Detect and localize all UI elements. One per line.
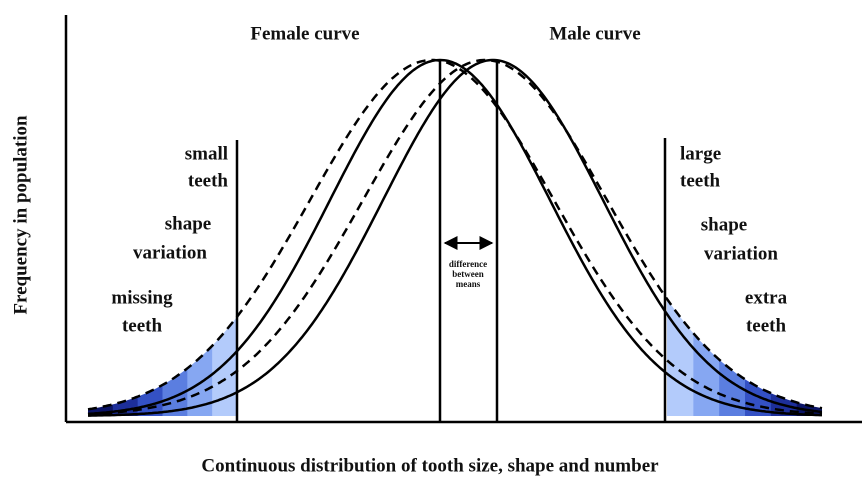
x-axis-label: Continuous distribution of tooth size, s… xyxy=(201,455,659,476)
difference-label: between xyxy=(452,269,484,279)
right-label: shape xyxy=(701,214,747,235)
solid-curve xyxy=(87,58,822,417)
right-tail-band xyxy=(796,250,822,416)
difference-label: difference xyxy=(449,259,487,269)
left-label: small xyxy=(185,143,228,164)
left-label: variation xyxy=(133,242,207,263)
right-label: teeth xyxy=(746,315,787,336)
left-label: shape xyxy=(165,213,211,234)
curves xyxy=(87,58,823,417)
y-axis-label: Frequency in population xyxy=(10,115,31,315)
right-tail-band xyxy=(667,250,694,416)
male-title: Male curve xyxy=(549,23,640,44)
solid-curve xyxy=(88,58,823,417)
left-label: teeth xyxy=(122,315,163,336)
right-label: teeth xyxy=(680,170,721,191)
dashed-curve xyxy=(87,58,823,416)
left-tail-band xyxy=(88,250,114,416)
left-label: missing xyxy=(111,287,173,308)
female-title: Female curve xyxy=(250,23,359,44)
right-label: large xyxy=(680,143,721,164)
right-label: variation xyxy=(704,243,778,264)
dashed-curve xyxy=(87,58,823,416)
left-label: teeth xyxy=(188,170,229,191)
right-label: extra xyxy=(745,287,788,308)
left-tail-band xyxy=(212,250,238,416)
difference-label: means xyxy=(456,279,481,289)
